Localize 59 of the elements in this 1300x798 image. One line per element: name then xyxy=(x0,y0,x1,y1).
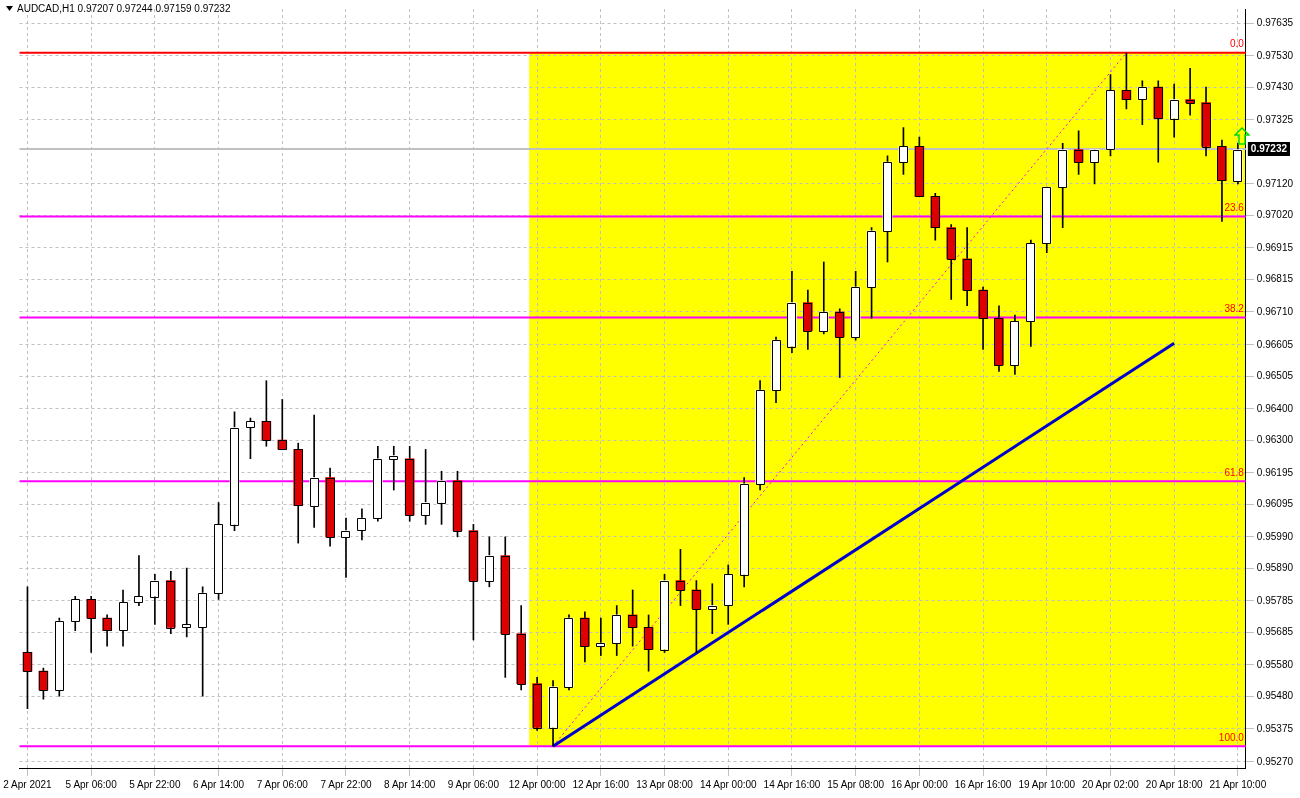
annotation: 100.0 xyxy=(1218,731,1245,743)
y-tick-label: 0.95480 xyxy=(1256,689,1294,701)
y-tick-label: 0.95580 xyxy=(1256,658,1294,670)
annotation: 38.2 xyxy=(1224,303,1245,315)
x-tick-label: 7 Apr 22:00 xyxy=(320,778,373,790)
x-tick-label: 14 Apr 00:00 xyxy=(699,778,758,790)
candlestick xyxy=(1185,68,1195,116)
ref-line-label: 0.97232 xyxy=(1250,142,1288,154)
annotation: 23.6 xyxy=(1224,202,1245,214)
y-tick-label: 0.96195 xyxy=(1256,466,1294,478)
y-tick-label: 0.95685 xyxy=(1256,625,1294,637)
annotation: 0.0 xyxy=(1229,38,1245,50)
y-tick-label: 0.95990 xyxy=(1256,530,1294,542)
x-tick-label: 19 Apr 10:00 xyxy=(1018,778,1076,790)
candlestick xyxy=(595,617,606,656)
candlestick xyxy=(627,589,638,647)
x-tick-label: 2 Apr 2021 xyxy=(3,778,53,790)
x-tick-label: 16 Apr 00:00 xyxy=(891,778,949,790)
y-tick-label: 0.96915 xyxy=(1256,241,1294,253)
y-tick-label: 0.97020 xyxy=(1256,208,1294,220)
y-tick-label: 0.95890 xyxy=(1256,561,1294,573)
y-tick-label: 0.97430 xyxy=(1256,80,1294,92)
y-tick-label: 0.97120 xyxy=(1256,177,1294,189)
x-tick-label: 9 Apr 06:00 xyxy=(447,778,500,790)
y-tick-label: 0.97635 xyxy=(1256,16,1294,28)
y-tick-label: 0.96815 xyxy=(1256,272,1294,284)
chart-title: AUDCAD,H1 0.97207 0.97244 0.97159 0.97232 xyxy=(17,3,231,14)
x-tick-label: 5 Apr 22:00 xyxy=(129,778,181,790)
candlestick xyxy=(707,583,718,635)
x-tick-label: 8 Apr 14:00 xyxy=(384,778,436,790)
x-tick-label: 5 Apr 06:00 xyxy=(65,778,118,790)
candlestick xyxy=(134,555,144,606)
candlestick xyxy=(181,567,192,638)
y-tick-label: 0.97530 xyxy=(1256,49,1294,61)
x-tick-label: 6 Apr 14:00 xyxy=(193,778,245,790)
x-tick-label: 20 Apr 18:00 xyxy=(1145,778,1203,790)
y-tick-label: 0.95270 xyxy=(1256,755,1294,767)
candlestick xyxy=(388,445,399,491)
y-tick-label: 0.96710 xyxy=(1256,305,1294,317)
x-tick-label: 15 Apr 08:00 xyxy=(827,778,885,790)
y-tick-label: 0.96300 xyxy=(1256,433,1294,445)
y-tick-label: 0.95785 xyxy=(1256,594,1294,606)
x-tick-label: 16 Apr 16:00 xyxy=(954,778,1012,790)
annotation: 61.8 xyxy=(1224,467,1245,479)
x-tick-label: 14 Apr 16:00 xyxy=(763,778,821,790)
y-tick-label: 0.96505 xyxy=(1256,369,1294,381)
candlestick xyxy=(341,517,351,578)
x-tick-label: 12 Apr 16:00 xyxy=(572,778,630,790)
candlestick xyxy=(277,399,288,450)
x-tick-label: 12 Apr 00:00 xyxy=(508,778,566,790)
y-tick-label: 0.96095 xyxy=(1256,497,1294,509)
x-tick-label: 7 Apr 06:00 xyxy=(256,778,309,790)
y-tick-label: 0.97325 xyxy=(1256,113,1294,125)
x-tick-label: 13 Apr 08:00 xyxy=(636,778,694,790)
y-tick-label: 0.96400 xyxy=(1256,402,1294,414)
y-tick-label: 0.96605 xyxy=(1256,338,1294,350)
x-tick-label: 20 Apr 02:00 xyxy=(1082,778,1140,790)
x-tick-label: 21 Apr 10:00 xyxy=(1209,778,1267,790)
y-tick-label: 0.95375 xyxy=(1256,722,1294,734)
